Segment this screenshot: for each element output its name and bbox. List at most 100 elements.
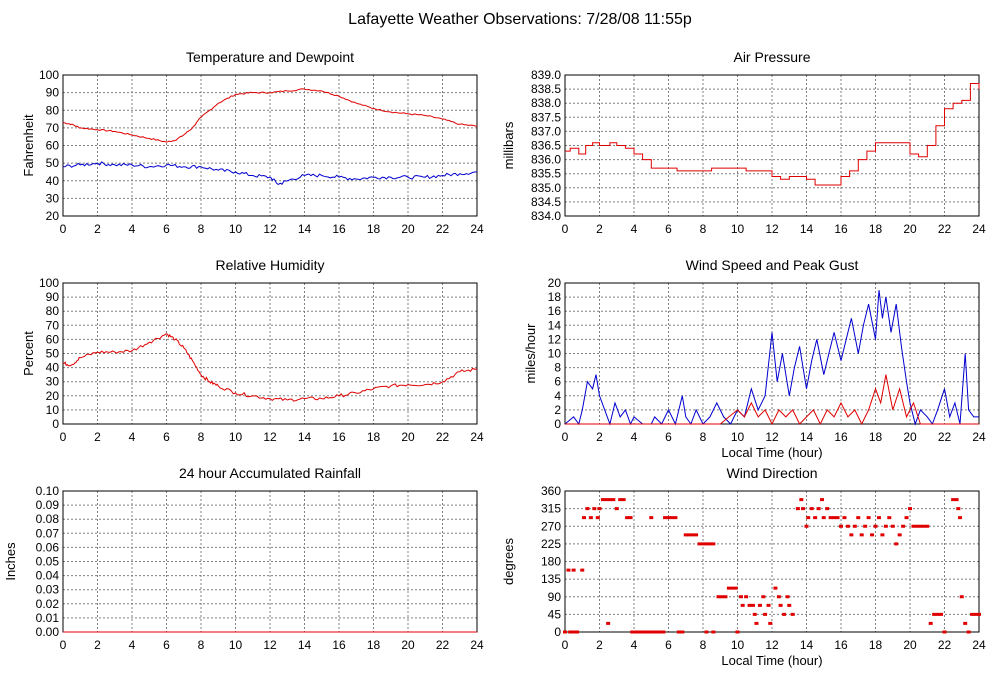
humidity-xtick-label: 14 xyxy=(298,430,312,444)
rain-ytick-label: 0.01 xyxy=(36,611,60,625)
direction-point xyxy=(719,595,724,599)
direction-point xyxy=(575,630,580,634)
direction-point xyxy=(563,630,567,634)
pressure-xtick-label: 14 xyxy=(800,222,814,236)
direction-point xyxy=(704,630,709,634)
direction-point xyxy=(776,595,781,599)
temp-ylabel: Fahrenheit xyxy=(21,114,36,177)
direction-point xyxy=(581,516,586,520)
wind-ytick-label: 12 xyxy=(548,332,562,346)
rain-xtick-label: 22 xyxy=(436,638,450,652)
pressure-ytick-label: 835.5 xyxy=(531,167,561,181)
wind-xtick-label: 22 xyxy=(938,430,952,444)
rain-xtick-label: 2 xyxy=(94,638,101,652)
direction-point xyxy=(959,595,964,599)
temp-ytick-label: 50 xyxy=(46,156,60,170)
rain-xtick-label: 12 xyxy=(263,638,277,652)
direction-point xyxy=(951,498,956,502)
direction-point xyxy=(740,603,745,607)
humidity-xtick-label: 4 xyxy=(129,430,136,444)
humidity-ytick-label: 40 xyxy=(46,361,60,375)
temp-xtick-label: 10 xyxy=(229,222,243,236)
temp-xtick-label: 20 xyxy=(401,222,415,236)
direction-point xyxy=(954,498,959,502)
humidity-xtick-label: 10 xyxy=(229,430,243,444)
wind-xtick-label: 16 xyxy=(834,430,848,444)
direction-point xyxy=(571,568,576,572)
direction-point xyxy=(801,507,806,511)
direction-point xyxy=(768,621,773,625)
direction-point xyxy=(928,621,933,625)
direction-point xyxy=(566,568,571,572)
rain-xtick-label: 16 xyxy=(332,638,346,652)
direction-point xyxy=(640,630,645,634)
direction-point xyxy=(580,568,585,572)
humidity-ytick-label: 80 xyxy=(46,304,60,318)
humidity-ytick-label: 100 xyxy=(39,276,59,290)
direction-point xyxy=(887,516,892,520)
direction-point xyxy=(870,533,875,537)
wind-ytick-label: 18 xyxy=(548,290,562,304)
direction-point xyxy=(911,524,916,528)
direction-point xyxy=(669,516,674,520)
direction-point xyxy=(821,516,826,520)
wind-xtick-label: 6 xyxy=(665,430,672,444)
direction-point xyxy=(958,516,963,520)
temp-ytick-label: 40 xyxy=(46,174,60,188)
pressure-title: Air Pressure xyxy=(733,49,810,65)
wind-ytick-label: 16 xyxy=(548,304,562,318)
rain-ytick-label: 0.00 xyxy=(36,625,60,639)
direction-point xyxy=(763,612,768,616)
pressure-ytick-label: 838.0 xyxy=(531,96,561,110)
rain-ytick-label: 0.07 xyxy=(36,526,60,540)
direction-point xyxy=(806,516,811,520)
wind-xtick-label: 10 xyxy=(731,430,745,444)
temp-xtick-label: 12 xyxy=(263,222,277,236)
direction-ylabel: degrees xyxy=(501,538,516,585)
direction-ytick-label: 0 xyxy=(554,625,561,639)
direction-point xyxy=(568,630,573,634)
direction-xtick-label: 16 xyxy=(834,638,848,652)
direction-point xyxy=(744,595,749,599)
direction-point xyxy=(921,524,926,528)
direction-point xyxy=(956,507,961,511)
direction-point xyxy=(628,516,633,520)
direction-point xyxy=(697,542,702,546)
wind-xtick-label: 18 xyxy=(869,430,883,444)
direction-point xyxy=(795,507,800,511)
direction-point xyxy=(588,516,593,520)
direction-point xyxy=(778,603,783,607)
direction-point xyxy=(752,612,757,616)
direction-point xyxy=(680,630,685,634)
temp-title: Temperature and Dewpoint xyxy=(186,49,354,65)
direction-ytick-label: 135 xyxy=(541,572,561,586)
direction-point xyxy=(723,595,728,599)
direction-point xyxy=(856,516,861,520)
direction-ytick-label: 180 xyxy=(541,555,561,569)
rain-ytick-label: 0.02 xyxy=(36,597,60,611)
direction-ytick-label: 315 xyxy=(541,502,561,516)
pressure-xtick-label: 20 xyxy=(903,222,917,236)
pressure-ytick-label: 836.5 xyxy=(531,139,561,153)
direction-point xyxy=(625,516,630,520)
rain-ytick-label: 0.04 xyxy=(36,569,60,583)
pressure-xtick-label: 4 xyxy=(631,222,638,236)
direction-point xyxy=(614,507,619,511)
temp-ytick-label: 60 xyxy=(46,139,60,153)
direction-point xyxy=(694,533,699,537)
direction-point xyxy=(607,498,612,502)
direction-point xyxy=(785,595,790,599)
humidity-xtick-label: 12 xyxy=(263,430,277,444)
direction-point xyxy=(963,621,968,625)
direction-point xyxy=(751,603,756,607)
direction-point xyxy=(925,524,930,528)
humidity-ytick-label: 90 xyxy=(46,290,60,304)
direction-point xyxy=(754,621,759,625)
rain-ylabel: Inches xyxy=(3,542,18,581)
direction-point xyxy=(687,533,692,537)
direction-point xyxy=(773,586,778,590)
direction-point xyxy=(707,542,712,546)
